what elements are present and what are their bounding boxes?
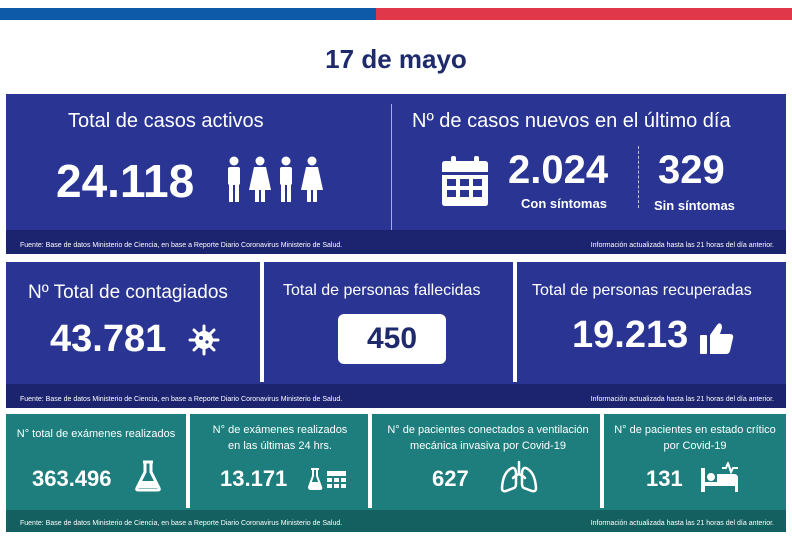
thumbs-up-icon (700, 323, 734, 354)
new-cases-asymptomatic-label: Sin síntomas (654, 198, 735, 213)
exams-24h-value: 13.171 (220, 466, 288, 491)
critical-title-line1: N° de pacientes en estado crítico (614, 424, 776, 436)
people-icon (228, 156, 323, 202)
new-cases-symptomatic-value: 2.024 (508, 148, 609, 192)
virus-icon (188, 324, 220, 356)
new-cases-asymptomatic-value: 329 (658, 148, 725, 192)
ventilated-value: 627 (432, 466, 469, 491)
ventilated-title-line1: N° de pacientes conectados a ventilación (387, 424, 589, 436)
flag-stripe-red (376, 8, 792, 20)
ventilated-title-line2: mecánica invasiva por Covid-19 (410, 440, 566, 452)
panel-active-and-new-cases: Total de casos activos 24.118 Nº de caso… (6, 94, 786, 254)
total-deceased-title: Total de personas fallecidas (283, 282, 481, 299)
calendar-icon (442, 156, 488, 206)
exams-total-title: N° total de exámenes realizados (6, 426, 186, 442)
exams-24h-title-line1: N° de exámenes realizados (212, 424, 348, 436)
total-recovered-title: Total de personas recuperadas (532, 282, 752, 299)
total-infected-title: Nº Total de contagiados (28, 282, 228, 303)
flask-icon (135, 460, 161, 492)
panel3-source: Fuente: Base de datos Ministerio de Cien… (20, 520, 343, 527)
panel-exams-and-patients: N° total de exámenes realizados 363.496 … (6, 414, 786, 532)
panel1-divider (391, 104, 392, 230)
panel2-footer: Fuente: Base de datos Ministerio de Cien… (6, 384, 786, 408)
flag-stripe (0, 8, 792, 20)
new-cases-title: Nº de casos nuevos en el último día (412, 110, 731, 132)
lungs-icon (500, 460, 538, 493)
report-date: 17 de mayo (325, 44, 467, 74)
exams-24h-title: N° de exámenes realizados en las últimas… (190, 422, 370, 454)
total-deceased-box: 450 (338, 314, 446, 364)
panel3-separator-2 (368, 414, 372, 508)
new-cases-symptomatic-label: Con síntomas (521, 196, 607, 211)
total-infected-value: 43.781 (50, 318, 167, 360)
critical-title: N° de pacientes en estado crítico por Co… (604, 422, 786, 454)
panel1-source: Fuente: Base de datos Ministerio de Cien… (20, 242, 343, 249)
active-cases-value: 24.118 (56, 155, 195, 207)
total-recovered-value: 19.213 (572, 314, 689, 356)
active-cases-title: Total de casos activos (68, 110, 264, 132)
total-deceased-value: 450 (366, 322, 418, 355)
panel2-separator-1 (260, 262, 264, 382)
exams-24h-title-line2: en las últimas 24 hrs. (228, 440, 332, 452)
panel-totals: Nº Total de contagiados 43.781 Total de … (6, 262, 786, 408)
panel3-updated: Información actualizada hasta las 21 hor… (590, 520, 774, 527)
panel2-source: Fuente: Base de datos Ministerio de Cien… (20, 396, 343, 403)
exams-total-value: 363.496 (32, 466, 112, 491)
ventilated-title: N° de pacientes conectados a ventilación… (372, 422, 604, 454)
panel3-separator-3 (600, 414, 604, 508)
flask-calendar-icon (308, 468, 346, 490)
panel3-footer: Fuente: Base de datos Ministerio de Cien… (6, 510, 786, 532)
exams-total-title-text: N° total de exámenes realizados (16, 428, 176, 440)
critical-title-line2: por Covid-19 (663, 440, 727, 452)
hospital-bed-icon (701, 462, 738, 492)
panel1-updated: Información actualizada hasta las 21 hor… (590, 242, 774, 249)
flag-stripe-blue (0, 8, 376, 20)
panel3-separator-1 (186, 414, 190, 508)
panel2-updated: Información actualizada hasta las 21 hor… (590, 396, 774, 403)
panel2-separator-2 (513, 262, 517, 382)
critical-value: 131 (646, 466, 683, 491)
new-cases-dashed-divider (638, 146, 639, 208)
panel1-footer: Fuente: Base de datos Ministerio de Cien… (6, 230, 786, 254)
